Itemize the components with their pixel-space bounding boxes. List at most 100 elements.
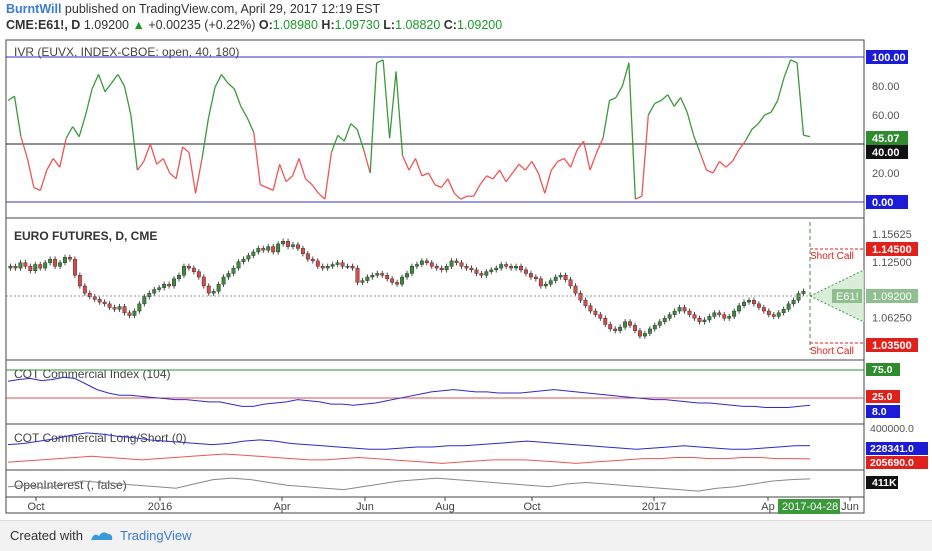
cot-index-title: COT Commercial Index (104) [14,367,171,381]
candle-body [707,316,712,321]
candle-body [647,328,652,334]
candle-body [97,299,102,303]
candle-body [593,310,598,315]
candle-body [499,264,504,269]
candle-body [791,300,796,305]
candle-body [454,260,459,263]
ivr-line-segment [803,134,811,138]
ivr-tick-label: 60.00 [872,110,900,122]
candle-body [281,241,286,245]
candle-body [796,293,801,301]
candle-body [766,310,771,315]
ivr-line-segment [104,82,113,93]
candle-body [157,287,162,290]
ivr-line-segment [654,99,662,104]
chart-area[interactable]: IVR (EUVX, INDEX-CBOE: open, 40, 180) 10… [0,0,932,520]
ivr-line-segment [13,96,22,137]
candle-body [494,267,499,271]
cot-25-value: 25.0 [872,391,893,403]
candle-body [182,266,186,276]
ivr-line-segment [110,74,119,84]
candle-body [717,312,722,315]
candle-body [152,289,157,294]
ivr-line-segment [305,178,313,186]
ivr-line-segment [492,169,501,180]
ivr-tick-label: 0.00 [872,197,893,209]
ivr-tick-tag [866,50,908,64]
tradingview-brand[interactable]: TradingView [120,528,192,543]
ivr-line-segment [635,195,643,200]
candle-body [82,285,87,294]
candle-body [271,246,276,253]
published-info: published on TradingView.com, April 29, … [64,2,381,16]
candle-body [345,266,350,268]
tradingview-logo-icon[interactable] [90,530,114,544]
candle-body [400,276,404,285]
ivr-tick-tag [866,195,908,209]
candle-body [380,273,385,276]
short-call-top-tag [866,242,918,256]
candle-body [231,267,236,274]
candle-body [226,273,231,278]
open-interest-series [7,477,811,492]
ivr-line-segment [97,74,106,93]
ivr-line-segment [246,117,255,133]
candle-body [261,248,266,251]
candle-body [58,262,62,267]
candle-body [266,246,271,251]
candle-body [553,276,558,281]
time-axis: Oct 2016 Apr Jun Aug Oct 2017 Ap Jun [27,497,859,513]
candle-body [464,266,469,269]
euro-axis-ticks: 1.15625 1.12500 1.06250 [872,229,912,325]
ivr-line-segment [279,164,287,182]
up-arrow-icon: ▲ [132,18,145,32]
ivr-line-segment [291,158,300,177]
open-interest-pane: OpenInterest (, false) 411K [7,476,898,492]
author-name[interactable]: BurntWill [6,2,62,16]
cot-long-line [7,432,811,450]
candle-body [127,312,132,316]
candle-body [469,267,474,271]
ticker-tag-text: E61! [836,291,859,303]
ivr-line-segment [790,59,798,64]
time-axis-label: Jun [356,501,374,513]
candle-body [375,273,380,276]
candle-body [142,296,147,305]
ivr-line-segment [777,77,785,101]
candle-body [583,300,588,306]
candle-body [162,283,167,288]
ivr-line-segment [182,146,190,154]
cot-ls-title: COT Commercial Long/Short (0) [14,431,187,445]
cot-75-tag [866,363,900,376]
ivr-line-segment [621,62,630,87]
candle-body [300,248,305,254]
candle-body [747,300,751,303]
ivr-title: IVR (EUVX, INDEX-CBOE: open, 40, 180) [14,45,239,59]
candle-body [638,330,642,337]
ivr-line-segment [59,138,67,168]
projection-upper-line [809,269,865,297]
candle-body [479,273,484,276]
ivr-line-segment [408,158,417,171]
ivr-line-segment [376,59,384,64]
ivr-line-segment [796,62,805,136]
cot-75-value: 75.0 [872,364,893,376]
ivr-line-segment [220,74,229,84]
ivr-line-segment [595,137,604,153]
candle-body [196,271,201,278]
ivr-line-segment [524,161,533,171]
ivr-threshold-tag [866,145,908,159]
candle-body [682,307,687,312]
candle-body [563,275,568,280]
candle-body [335,262,340,265]
close-value: 1.09200 [456,18,503,32]
ivr-line-segment [751,123,759,130]
candle-body [23,262,28,267]
ivr-line-segment [91,74,100,90]
ivr-line-segment [550,161,559,171]
ivr-line-segment [318,192,326,200]
ivr-line-segment [738,140,746,151]
current-date-tag [778,499,840,514]
candle-body [727,316,732,319]
candle-body [296,244,300,249]
